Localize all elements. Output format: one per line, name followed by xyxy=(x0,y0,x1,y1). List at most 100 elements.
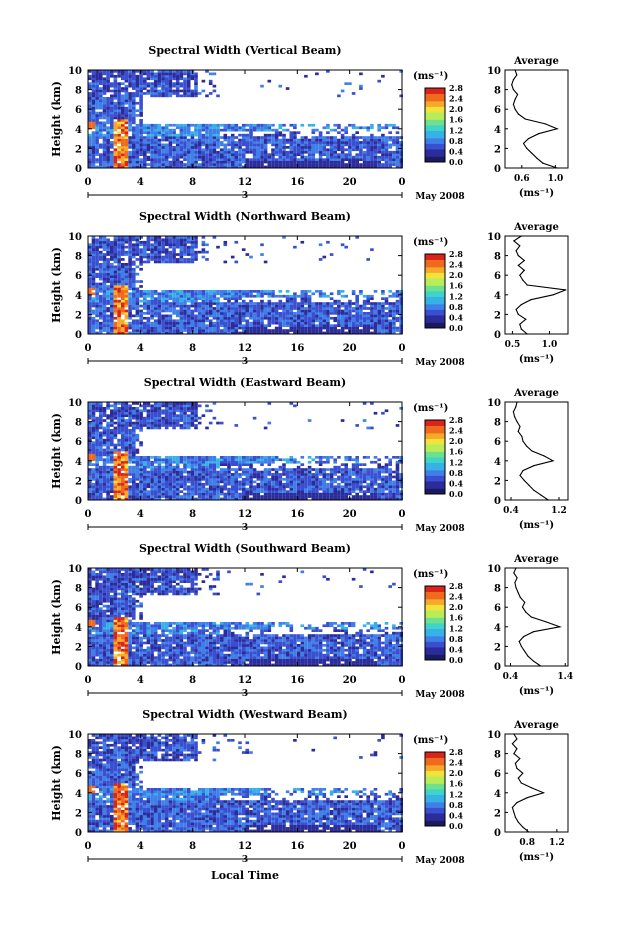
heatmap-cell xyxy=(245,490,250,493)
heatmap-cell xyxy=(384,482,389,486)
heatmap-cell xyxy=(377,485,381,489)
heatmap-cell xyxy=(348,82,352,85)
heatmap-cell xyxy=(139,304,143,308)
heatmap-cell xyxy=(143,321,147,325)
heatmap-cell xyxy=(124,321,129,325)
heatmap-cell xyxy=(293,316,297,320)
heatmap-cell xyxy=(271,302,275,305)
heatmap-cell xyxy=(153,133,158,137)
heatmap-cell xyxy=(91,72,96,76)
heatmap-cell xyxy=(91,260,96,264)
heatmap-cell xyxy=(197,485,202,489)
heatmap-cell xyxy=(296,478,301,481)
heatmap-cell xyxy=(388,482,392,486)
heatmap-cell xyxy=(190,77,195,81)
heatmap-cell xyxy=(150,253,154,256)
heatmap-cell xyxy=(201,138,206,142)
heatmap-cell xyxy=(135,89,140,93)
panel-title: Spectral Width (Vertical Beam) xyxy=(148,44,341,57)
heatmap-cell xyxy=(282,160,286,164)
heatmap-cell xyxy=(260,299,264,303)
heatmap-cell xyxy=(249,485,253,489)
heatmap-cell xyxy=(234,143,239,147)
heatmap-cell xyxy=(143,240,147,244)
heatmap-cell xyxy=(384,324,389,327)
heatmap-cell xyxy=(190,141,195,144)
heatmap-cell xyxy=(183,155,187,159)
heatmap-cell xyxy=(110,97,114,100)
heatmap-cell xyxy=(128,321,132,325)
heatmap-cell xyxy=(201,158,206,161)
heatmap-cell xyxy=(161,128,165,132)
heatmap-cell xyxy=(326,475,330,479)
heatmap-cell xyxy=(146,248,151,251)
heatmap-cell xyxy=(241,304,246,308)
heatmap-cell xyxy=(143,126,147,130)
heatmap-cell xyxy=(326,468,330,471)
heatmap-cell xyxy=(172,297,176,300)
heatmap-cell xyxy=(216,319,220,323)
heatmap-cell xyxy=(304,324,308,327)
heatmap-cell xyxy=(267,158,272,161)
heatmap-cell xyxy=(278,492,283,496)
heatmap-cell xyxy=(88,321,92,325)
heatmap-cell xyxy=(91,299,96,303)
heatmap-cell xyxy=(132,119,136,122)
heatmap-cell xyxy=(256,495,261,498)
heatmap-cell xyxy=(146,70,151,73)
heatmap-cell xyxy=(175,158,180,161)
heatmap-cell xyxy=(344,324,348,327)
heatmap-cell xyxy=(161,485,165,489)
heatmap-cell xyxy=(212,148,217,152)
heatmap-cell xyxy=(99,165,103,169)
heatmap-cell xyxy=(99,240,103,244)
heatmap-cell xyxy=(102,109,107,112)
heatmap-cell xyxy=(249,304,253,308)
heatmap-cell xyxy=(355,324,359,327)
heatmap-cell xyxy=(337,290,341,293)
heatmap-cell xyxy=(362,478,367,481)
heatmap-cell xyxy=(132,155,136,159)
heatmap-cell xyxy=(139,485,143,489)
heatmap-cell xyxy=(135,485,140,489)
heatmap-cell xyxy=(208,126,213,130)
heatmap-cell xyxy=(161,72,165,76)
heatmap-cell xyxy=(153,324,158,327)
heatmap-cell xyxy=(183,478,187,481)
heatmap-cell xyxy=(121,331,125,335)
heatmap-cell xyxy=(252,490,257,493)
heatmap-cell xyxy=(153,146,158,149)
heatmap-cell xyxy=(110,123,114,127)
heatmap-cell xyxy=(175,77,180,81)
heatmap-cell xyxy=(135,128,140,132)
heatmap-cell xyxy=(289,158,294,161)
heatmap-cell xyxy=(179,309,184,313)
heatmap-cell xyxy=(128,106,132,110)
heatmap-cell xyxy=(370,141,374,144)
heatmap-cell xyxy=(388,307,392,310)
heatmap-cell xyxy=(216,485,220,489)
heatmap-cell xyxy=(139,260,143,264)
heatmap-cell xyxy=(307,316,312,320)
heatmap-cell xyxy=(121,163,125,166)
heatmap-cell xyxy=(241,155,246,159)
heatmap-cell xyxy=(355,160,359,164)
heatmap-cell xyxy=(95,255,99,259)
heatmap-cell xyxy=(223,158,228,161)
heatmap-cell xyxy=(172,72,176,76)
heatmap-cell xyxy=(135,160,140,164)
heatmap-cell xyxy=(238,316,242,320)
heatmap-cell xyxy=(238,324,242,327)
heatmap-cell xyxy=(121,282,125,286)
heatmap-cell xyxy=(106,146,110,149)
heatmap-cell xyxy=(179,250,184,254)
heatmap-cell xyxy=(219,470,224,474)
heatmap-cell xyxy=(392,155,396,159)
heatmap-cell xyxy=(157,316,162,320)
heatmap-cell xyxy=(102,307,107,310)
heatmap-cell xyxy=(271,480,275,484)
heatmap-cell xyxy=(238,309,242,313)
heatmap-cell xyxy=(168,84,173,88)
heatmap-cell xyxy=(168,478,173,481)
heatmap-cell xyxy=(300,470,305,474)
